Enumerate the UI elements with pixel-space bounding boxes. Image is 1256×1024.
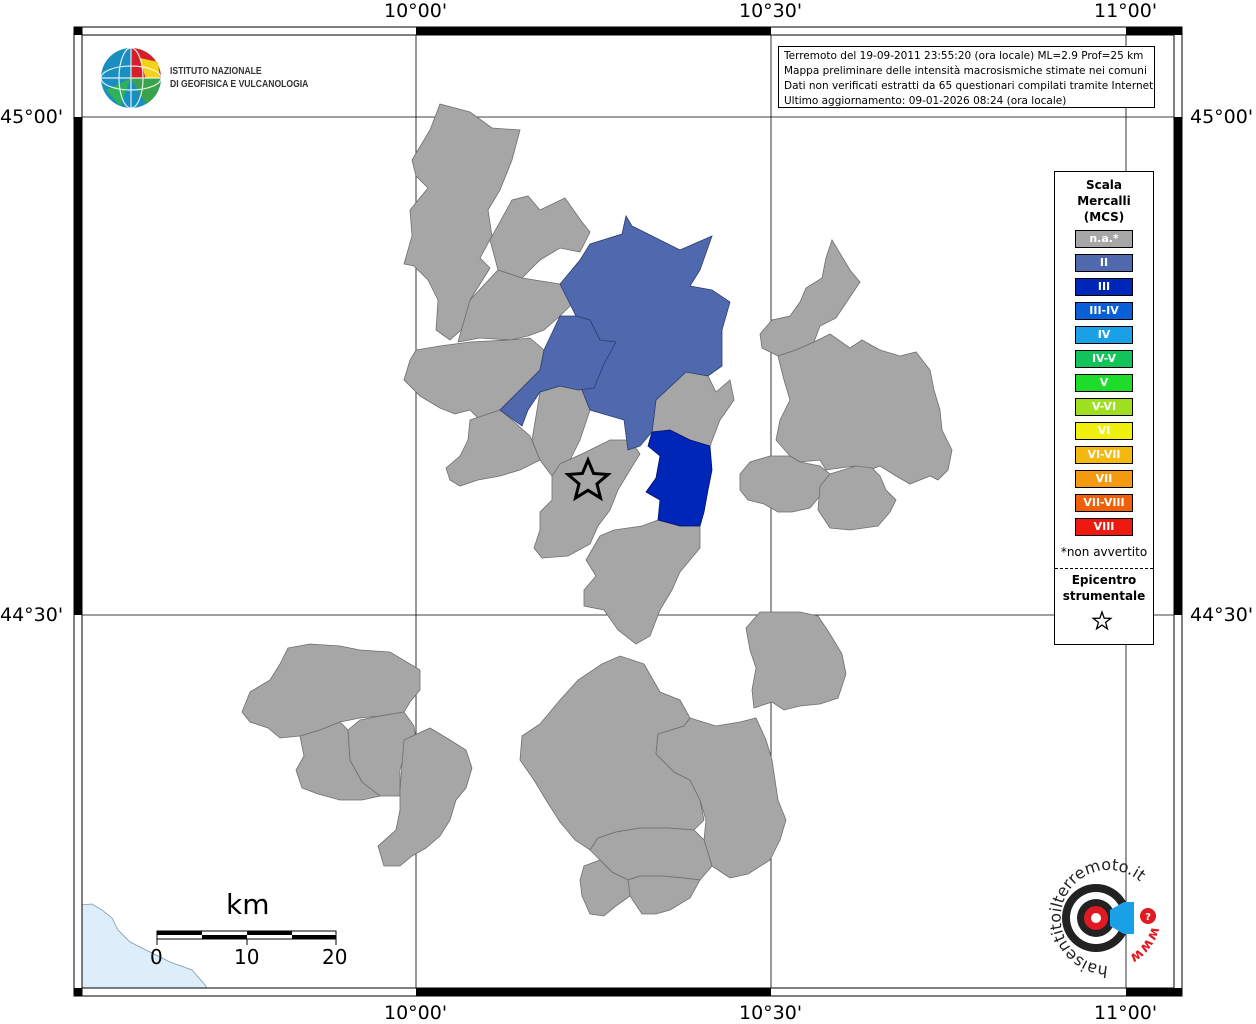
ingv-logo-line1: ISTITUTO NAZIONALE [170, 65, 262, 77]
scale-tick-0: 0 [150, 945, 163, 969]
intensity-legend: Scala Mercalli (MCS) n.a.* II III III-IV IV I… [1054, 171, 1154, 645]
municipalities-intensity-II [499, 214, 731, 451]
municipalities-na [241, 103, 953, 917]
lon-label-bottom-1100: 11°00' [1094, 1002, 1158, 1024]
ingv-logo-text: ISTITUTO NAZIONALE DI GEOFISICA E VULCAN… [170, 65, 308, 91]
scale-tick-10: 10 [234, 945, 260, 969]
legend-note: *non avvertito [1060, 545, 1148, 559]
epicentre-star [564, 456, 612, 502]
event-info-line2: Mappa preliminare delle intensità macros… [784, 65, 1147, 77]
scale-bar [156, 930, 337, 945]
svg-text:?: ? [1145, 912, 1151, 923]
lat-label-left-4430: 44°30' [0, 604, 64, 626]
municipalities-intensity-III [645, 429, 713, 527]
ingv-logo-line2: DI GEOFISICA E VULCANOLOGIA [170, 78, 309, 90]
legend-item: VII-VIII [1075, 494, 1133, 512]
legend-item: IV [1075, 326, 1133, 344]
event-info-line1: Terremoto del 19-09-2011 23:55:20 (ora l… [784, 50, 1144, 62]
legend-item: VI [1075, 422, 1133, 440]
lon-label-top-1100: 11°00' [1094, 0, 1158, 22]
event-info-line3: Dati non verificati estratti da 65 quest… [784, 80, 1155, 92]
legend-epicentre-line2: strumentale [1062, 589, 1146, 603]
legend-star-icon [1091, 610, 1113, 631]
lat-label-right-4430: 44°30' [1190, 604, 1254, 626]
legend-item: VII [1075, 470, 1133, 488]
event-info-line4: Ultimo aggiornamento: 09-01-2026 08:24 (… [784, 95, 1067, 107]
legend-title-line3: (MCS) [1083, 210, 1125, 224]
lat-label-right-4500: 45°00' [1190, 106, 1254, 128]
ingv-logo-icon [100, 47, 162, 109]
scale-tick-20: 20 [322, 945, 348, 969]
legend-item: II [1075, 254, 1133, 272]
legend-item: VIII [1075, 518, 1133, 536]
lon-label-bottom-1030: 10°30' [739, 1002, 803, 1024]
lon-label-bottom-1000: 10°00' [384, 1002, 448, 1024]
lat-label-left-4500: 45°00' [0, 106, 64, 128]
legend-epicentre-label: Epicentro strumentale [1055, 572, 1153, 604]
lon-label-top-1030: 10°30' [739, 0, 803, 22]
legend-title: Scala Mercalli (MCS) [1055, 177, 1153, 225]
legend-epicentre-line1: Epicentro [1071, 573, 1137, 587]
map-border [73, 26, 1183, 997]
haisentito-logo-icon: ? [1062, 884, 1156, 952]
event-info-box: Terremoto del 19-09-2011 23:55:20 (ora l… [778, 46, 1155, 108]
lon-label-top-1000: 10°00' [384, 0, 448, 22]
legend-item: n.a.* [1075, 230, 1133, 248]
legend-title-line1: Scala [1085, 178, 1123, 192]
legend-title-line2: Mercalli [1077, 194, 1131, 208]
legend-item: V-VI [1075, 398, 1133, 416]
legend-item: III-IV [1075, 302, 1133, 320]
scale-bar-unit: km [226, 888, 270, 921]
legend-item: V [1075, 374, 1133, 392]
legend-divider [1055, 568, 1153, 569]
legend-item: III [1075, 278, 1133, 296]
legend-item: VI-VII [1075, 446, 1133, 464]
legend-item: IV-V [1075, 350, 1133, 368]
